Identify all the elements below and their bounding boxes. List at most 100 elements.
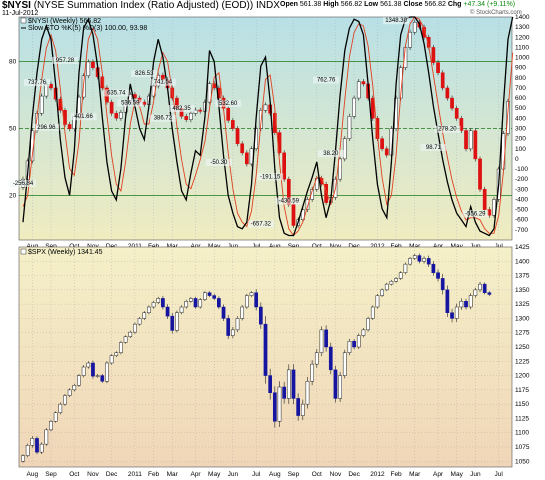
- spx-candle: [105, 362, 109, 382]
- sto-k-line: [22, 16, 514, 237]
- open-value: 561.38: [299, 1, 322, 8]
- annotation-bg: [420, 143, 447, 151]
- spx-candle: [286, 369, 291, 399]
- annotation-bg: [131, 70, 158, 78]
- spx-candle: [156, 298, 161, 303]
- spx-candle: [198, 299, 203, 308]
- spx-x-label: May: [451, 471, 464, 478]
- nysi-x-label: May: [208, 243, 221, 250]
- nysi-x-label: Apr: [190, 243, 201, 250]
- spx-candle: [184, 301, 189, 308]
- spx-x-label: Jul: [495, 471, 504, 478]
- spx-candle: [58, 403, 63, 413]
- nysi-candle: [478, 158, 482, 190]
- nysi-y-tick: 0: [515, 156, 519, 163]
- chart-title: $NYSI (NYSE Summation Index (Ratio Adjus…: [2, 0, 280, 11]
- nysi-candle: [67, 124, 72, 130]
- spx-x-label: Mar: [167, 471, 179, 478]
- sto-level-label: 80: [9, 59, 17, 66]
- spx-candle: [342, 352, 347, 376]
- spx-candle: [258, 306, 263, 325]
- spx-candle: [21, 455, 25, 462]
- spx-y-tick: 1225: [515, 358, 530, 365]
- nysi-candle: [412, 22, 417, 33]
- spx-candle: [119, 342, 123, 353]
- nysi-y-tick: -300: [515, 186, 528, 193]
- nysi-y-tick: 800: [515, 75, 526, 82]
- spx-candle: [123, 336, 128, 343]
- annotation-label: 278.20: [438, 127, 457, 133]
- spx-candle: [86, 362, 91, 368]
- spx-x-label: Aug: [27, 471, 39, 478]
- nysi-y-tick: 400: [515, 115, 526, 122]
- nysi-x-label: Nov: [87, 243, 99, 250]
- nysi-candle: [310, 189, 314, 200]
- open-label: Open: [280, 1, 298, 8]
- nysi-candle: [291, 204, 296, 226]
- spx-y-tick: 1250: [515, 344, 530, 351]
- spx-x-label: Sep: [45, 471, 57, 478]
- annotation-label: 737.76: [28, 80, 47, 86]
- nysi-x-label: Oct: [69, 243, 79, 250]
- annotation-bg: [205, 159, 232, 167]
- spx-candle: [114, 352, 119, 356]
- spx-x-label: Dec: [106, 471, 118, 478]
- spx-candle: [328, 346, 333, 371]
- nysi-y-tick: -600: [515, 217, 528, 224]
- nysi-candle: [324, 184, 328, 203]
- nysi-candle: [454, 107, 459, 119]
- nysi-candle: [436, 62, 440, 73]
- spx-candle: [300, 403, 305, 416]
- annotation-bg: [462, 210, 489, 218]
- nysi-candle: [282, 152, 287, 180]
- credit-text: © StockCharts.com: [470, 10, 522, 16]
- spx-y-tick: 1300: [515, 315, 530, 322]
- close-label: Close: [403, 1, 423, 8]
- nysi-x-label: Jun: [228, 243, 239, 250]
- annotation-bg: [117, 99, 144, 107]
- spx-candle: [147, 306, 151, 313]
- annotation-label: 532.60: [219, 101, 238, 107]
- spx-x-label: 2011: [128, 471, 142, 478]
- spx-candle: [254, 292, 259, 308]
- nysi-y-tick: 500: [515, 105, 526, 112]
- nysi-x-label: May: [451, 243, 464, 250]
- annotation-bg: [247, 220, 274, 228]
- nysi-candle: [198, 109, 203, 112]
- spx-candle: [398, 272, 403, 279]
- spx-y-tick: 1275: [515, 330, 530, 337]
- spx-candle: [77, 375, 81, 386]
- spx-x-label: Sep: [288, 471, 300, 478]
- nysi-candle: [482, 189, 487, 210]
- spx-candle: [417, 255, 422, 262]
- nysi-y-tick: -200: [515, 176, 528, 183]
- nysi-x-label: Feb: [390, 243, 402, 250]
- spx-candle: [384, 283, 389, 291]
- nysi-candle: [492, 199, 496, 216]
- spx-x-label: Oct: [312, 471, 322, 478]
- nysi-candle: [422, 26, 426, 38]
- nysi-candle: [450, 97, 454, 109]
- nysi-candle: [263, 104, 268, 111]
- spx-x-label: Aug: [269, 471, 281, 478]
- nysi-y-tick: 300: [515, 126, 526, 133]
- spx-candle: [324, 329, 328, 348]
- nysi-y-tick: 1100: [515, 44, 529, 51]
- annotation-bg: [23, 79, 50, 87]
- spx-candle: [193, 298, 198, 308]
- nysi-x-label: Apr: [433, 243, 444, 250]
- annotation-label: 741.54: [154, 80, 173, 86]
- spx-y-tick: 1350: [515, 287, 530, 294]
- spx-candle: [403, 263, 408, 273]
- spx-x-label: 2012: [370, 471, 385, 478]
- spx-candle: [473, 289, 478, 296]
- spx-y-tick: 1175: [515, 387, 529, 394]
- annotation-bg: [313, 76, 340, 84]
- nysi-x-label: Oct: [312, 243, 322, 250]
- spx-candle: [212, 295, 217, 299]
- spx-candle: [170, 315, 175, 331]
- spx-candle: [179, 306, 184, 313]
- nysi-y-tick: -500: [515, 207, 528, 214]
- annotation-label: -191.15: [260, 174, 281, 180]
- nysi-y-tick: -100: [515, 166, 528, 173]
